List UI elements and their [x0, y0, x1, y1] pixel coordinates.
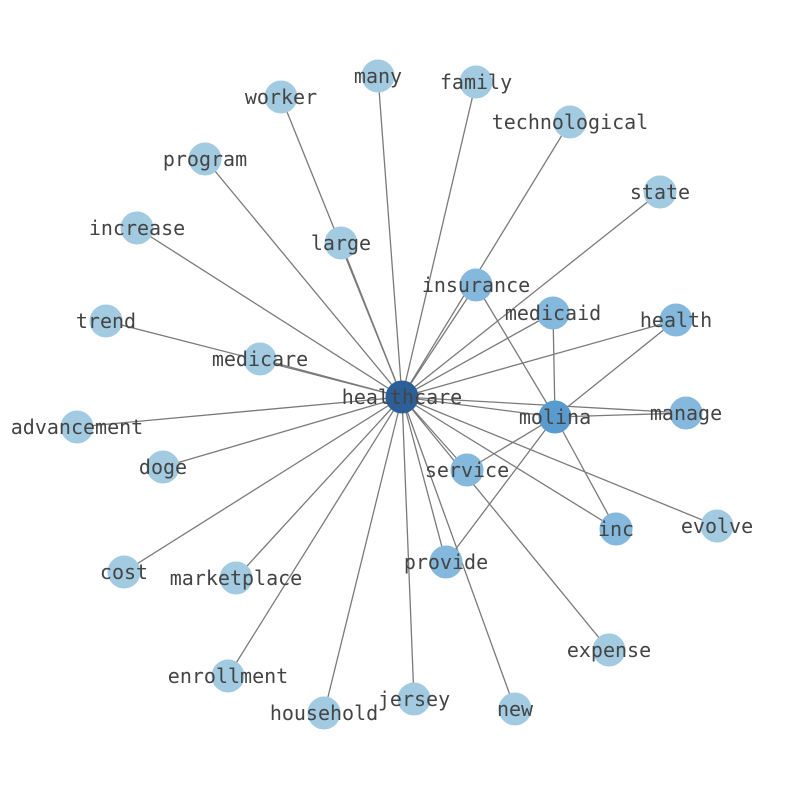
node-large	[324, 226, 358, 260]
node-label-technological: technological	[492, 110, 649, 134]
node-household	[307, 696, 341, 730]
node-label-program: program	[163, 147, 247, 171]
node-increase	[120, 211, 154, 245]
edge-healthcare-provide	[401, 396, 447, 563]
node-worker	[264, 80, 298, 114]
edge-molina-manage	[554, 412, 687, 418]
node-jersey	[397, 682, 431, 716]
edge-healthcare-evolve	[401, 396, 718, 527]
node-provide	[429, 545, 463, 579]
node-healthcare	[385, 380, 419, 414]
node-doge	[146, 450, 180, 484]
node-many	[361, 59, 395, 93]
edge-healthcare-inc	[401, 396, 617, 530]
edge-healthcare-family	[401, 81, 477, 398]
edge-molina-insurance	[475, 284, 556, 418]
edge-molina-health	[554, 319, 677, 418]
node-label-doge: doge	[139, 455, 187, 479]
edge-healthcare-many	[377, 75, 403, 398]
node-label-family: family	[440, 70, 512, 94]
node-label-marketplace: marketplace	[170, 566, 302, 590]
node-inc	[599, 512, 633, 546]
node-marketplace	[219, 561, 253, 595]
node-cost	[107, 555, 141, 589]
node-state	[643, 175, 677, 209]
node-label-many: many	[354, 64, 402, 88]
node-medicare	[243, 342, 277, 376]
edge-healthcare-advancement	[76, 396, 403, 428]
node-label-trend: trend	[76, 309, 136, 333]
node-family	[459, 65, 493, 99]
node-program	[188, 142, 222, 176]
edge-healthcare-expense	[401, 396, 610, 651]
node-enrollment	[211, 659, 245, 693]
node-expense	[592, 633, 626, 667]
edge-healthcare-increase	[136, 227, 403, 398]
node-label-worker: worker	[245, 85, 317, 109]
node-label-advancement: advancement	[11, 415, 143, 439]
node-advancement	[60, 410, 94, 444]
node-label-state: state	[630, 180, 690, 204]
node-label-insurance: insurance	[422, 273, 530, 297]
node-molina	[538, 400, 572, 434]
edge-healthcare-enrollment	[227, 396, 403, 677]
node-label-new: new	[497, 697, 534, 721]
node-evolve	[700, 509, 734, 543]
edge-healthcare-jersey	[401, 396, 415, 700]
edge-molina-inc	[554, 416, 617, 530]
edge-healthcare-large	[340, 242, 403, 398]
nodes	[60, 59, 734, 730]
node-label-household: household	[270, 701, 378, 725]
node-label-provide: provide	[404, 550, 488, 574]
node-label-medicaid: medicaid	[505, 301, 601, 325]
node-label-healthcare: healthcare	[342, 385, 462, 409]
node-medicaid	[536, 296, 570, 330]
node-service	[450, 453, 484, 487]
node-health	[659, 303, 693, 337]
edge-molina-service	[466, 416, 556, 471]
node-label-cost: cost	[100, 560, 148, 584]
edge-healthcare-cost	[123, 396, 403, 573]
edge-healthcare-medicaid	[401, 312, 554, 398]
node-label-manage: manage	[650, 401, 722, 425]
edge-healthcare-program	[204, 158, 403, 398]
edge-healthcare-state	[401, 191, 661, 398]
node-technological	[553, 105, 587, 139]
node-label-molina: molina	[519, 405, 591, 429]
node-label-health: health	[640, 308, 712, 332]
edge-healthcare-molina	[401, 396, 556, 418]
node-label-service: service	[425, 458, 509, 482]
edge-healthcare-health	[401, 319, 677, 398]
node-label-expense: expense	[567, 638, 651, 662]
edge-healthcare-marketplace	[235, 396, 403, 579]
node-manage	[669, 396, 703, 430]
node-label-increase: increase	[89, 216, 185, 240]
node-label-large: large	[311, 231, 371, 255]
edge-healthcare-technological	[401, 121, 571, 398]
node-label-evolve: evolve	[681, 514, 753, 538]
node-new	[498, 692, 532, 726]
edge-molina-provide	[445, 416, 556, 563]
edge-healthcare-household	[323, 396, 403, 714]
edge-healthcare-doge	[162, 396, 403, 468]
edge-healthcare-insurance	[401, 284, 477, 398]
edge-healthcare-medicare	[259, 358, 403, 398]
labels: healthcare molina many family worker technolo…	[11, 64, 753, 725]
edge-molina-medicaid	[552, 312, 556, 418]
node-label-enrollment: enrollment	[168, 664, 288, 688]
node-label-jersey: jersey	[378, 687, 450, 711]
node-label-medicare: medicare	[212, 347, 308, 371]
node-label-inc: inc	[598, 517, 634, 541]
node-trend	[89, 304, 123, 338]
node-insurance	[459, 268, 493, 302]
